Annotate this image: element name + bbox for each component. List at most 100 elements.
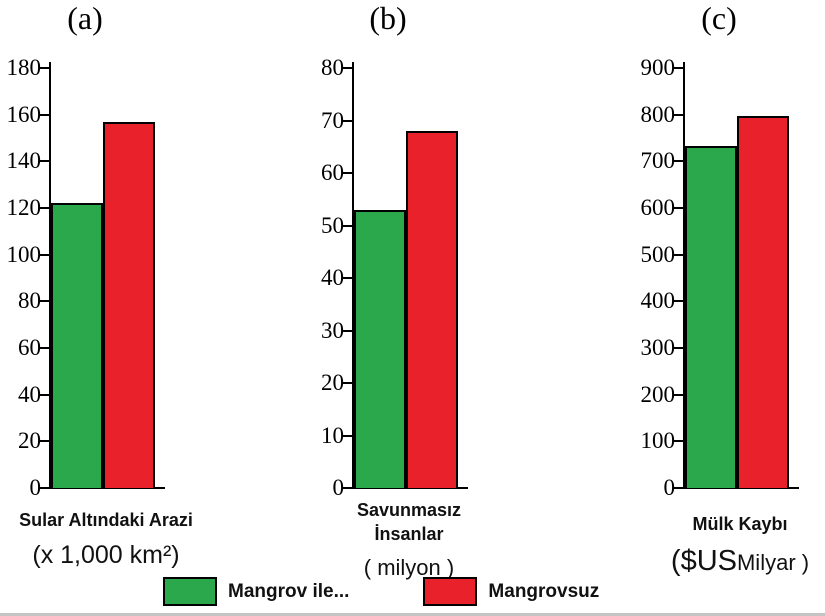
y-tick-mark bbox=[40, 207, 49, 209]
axis-title-line: Sular Altındaki Arazi bbox=[19, 510, 193, 530]
y-tick-mark bbox=[674, 393, 683, 396]
bar-with-mangrove bbox=[51, 203, 103, 488]
axis-unit-label: ( milyon ) bbox=[364, 555, 454, 581]
y-tick-label: 20 bbox=[18, 428, 41, 454]
y-tick-mark bbox=[40, 440, 49, 443]
plot-area bbox=[343, 62, 514, 489]
bottom-border-strip bbox=[0, 613, 825, 616]
y-tick-label: 20 bbox=[321, 370, 344, 395]
y-tick-label: 180 bbox=[6, 55, 42, 80]
y-tick-label: 700 bbox=[640, 148, 676, 174]
y-tick-mark bbox=[674, 207, 683, 209]
plot-area bbox=[674, 62, 825, 489]
chart-panel-a: (a) 0 20 40 60 80 100 120 140 160 180 Sular Altın… bbox=[3, 0, 243, 616]
axis-title-line: İnsanlar bbox=[374, 524, 444, 544]
y-tick-mark bbox=[674, 487, 683, 489]
axis-title-line: Mülk Kaybı bbox=[692, 514, 788, 534]
y-tick-mark bbox=[343, 277, 352, 279]
y-tick-mark bbox=[343, 67, 352, 69]
y-tick-mark bbox=[343, 329, 352, 332]
y-tick-mark bbox=[674, 253, 683, 256]
y-tick-mark bbox=[343, 487, 352, 489]
y-tick-label: 50 bbox=[321, 212, 344, 238]
y-tick-mark bbox=[40, 393, 49, 396]
y-tick-label: 30 bbox=[321, 317, 344, 343]
y-tick-mark bbox=[674, 67, 683, 69]
legend-label-without-mangrove: Mangrovsuz bbox=[488, 580, 600, 602]
y-tick-label: 0 bbox=[663, 475, 676, 500]
y-tick-mark bbox=[343, 172, 352, 174]
y-tick-mark bbox=[343, 224, 352, 227]
y-tick-label: 600 bbox=[640, 195, 676, 220]
y-axis-tick-labels: 0 10 20 30 40 50 60 70 80 bbox=[306, 55, 352, 500]
y-tick-mark bbox=[40, 67, 49, 69]
y-tick-mark bbox=[40, 347, 49, 349]
y-tick-mark bbox=[40, 300, 49, 303]
y-tick-label: 80 bbox=[321, 55, 344, 80]
axis-title-c: Mülk Kaybı ($US Milyar ) bbox=[671, 512, 809, 578]
y-tick-label: 500 bbox=[640, 241, 676, 267]
y-tick-label: 300 bbox=[640, 335, 676, 360]
y-tick-mark bbox=[343, 382, 352, 384]
y-tick-mark bbox=[674, 347, 683, 349]
y-tick-mark bbox=[343, 434, 352, 437]
y-tick-label: 120 bbox=[6, 195, 42, 220]
y-tick-label: 70 bbox=[321, 107, 344, 133]
y-tick-label: 140 bbox=[6, 148, 42, 174]
chart-c: 0 100 200 300 400 500 600 700 800 900 bbox=[637, 55, 825, 500]
y-tick-label: 60 bbox=[321, 160, 344, 185]
y-tick-label: 10 bbox=[321, 422, 344, 448]
y-tick-mark bbox=[40, 160, 49, 163]
chart-a: 0 20 40 60 80 100 120 140 160 180 bbox=[3, 55, 211, 500]
legend-label-with-mangrove: Mangrov ile... bbox=[228, 580, 350, 602]
panel-letter-b: (b) bbox=[369, 0, 407, 36]
y-tick-label: 800 bbox=[640, 101, 676, 127]
y-tick-mark bbox=[343, 119, 352, 122]
chart-b: 0 10 20 30 40 50 60 70 80 bbox=[306, 55, 514, 500]
y-tick-mark bbox=[40, 253, 49, 256]
y-tick-mark bbox=[40, 113, 49, 116]
axis-title-a: Sular Altındaki Arazi (x 1,000 km²) bbox=[19, 508, 193, 570]
y-tick-mark bbox=[674, 160, 683, 163]
y-tick-mark bbox=[40, 487, 49, 489]
bar-without-mangrove bbox=[406, 131, 458, 488]
y-tick-label: 0 bbox=[332, 475, 345, 500]
y-tick-mark bbox=[674, 113, 683, 116]
axis-unit-label: ($US Milyar ) bbox=[671, 545, 809, 578]
legend: Mangrov ile... Mangrovsuz bbox=[163, 577, 599, 606]
plot-area bbox=[40, 62, 211, 489]
bar-with-mangrove bbox=[685, 145, 737, 488]
panel-letter-c: (c) bbox=[701, 0, 737, 36]
panel-letter-a: (a) bbox=[67, 0, 103, 36]
axis-title-b: Savunmasız İnsanlar ( milyon ) bbox=[352, 498, 466, 581]
y-tick-label: 100 bbox=[6, 241, 42, 267]
y-axis-tick-labels: 0 100 200 300 400 500 600 700 800 900 bbox=[637, 55, 683, 500]
chart-panel-c: (c) 0 100 200 300 400 500 600 700 800 900 Mülk Ka… bbox=[637, 0, 825, 616]
y-tick-label: 0 bbox=[29, 475, 42, 500]
axis-title-line: Savunmasız bbox=[356, 500, 462, 520]
bar-without-mangrove bbox=[103, 121, 155, 488]
y-tick-label: 40 bbox=[18, 381, 41, 407]
chart-panel-b: (b) 0 10 20 30 40 50 60 70 80 Savunmasız İnsanlar… bbox=[306, 0, 546, 616]
y-tick-label: 80 bbox=[18, 288, 41, 314]
y-tick-mark bbox=[674, 440, 683, 443]
axis-unit-part: Milyar ) bbox=[736, 550, 810, 575]
y-axis-tick-labels: 0 20 40 60 80 100 120 140 160 180 bbox=[3, 55, 49, 500]
axis-unit-label: (x 1,000 km²) bbox=[32, 541, 179, 570]
y-tick-label: 60 bbox=[18, 335, 41, 360]
axis-unit-part: ($US bbox=[670, 545, 737, 577]
y-tick-label: 900 bbox=[640, 55, 676, 80]
axis-unit-part: ( milyon ) bbox=[363, 555, 455, 580]
y-tick-label: 100 bbox=[640, 428, 676, 454]
y-tick-label: 160 bbox=[6, 101, 42, 127]
bar-without-mangrove bbox=[737, 116, 789, 488]
y-tick-mark bbox=[674, 300, 683, 303]
legend-swatch-with-mangrove bbox=[163, 577, 217, 606]
y-tick-label: 400 bbox=[640, 288, 676, 314]
y-tick-label: 200 bbox=[640, 381, 676, 407]
legend-swatch-without-mangrove bbox=[423, 577, 478, 606]
bar-with-mangrove bbox=[354, 209, 406, 488]
axis-unit-part: (x 1,000 km²) bbox=[32, 541, 180, 569]
y-tick-label: 40 bbox=[321, 265, 344, 290]
